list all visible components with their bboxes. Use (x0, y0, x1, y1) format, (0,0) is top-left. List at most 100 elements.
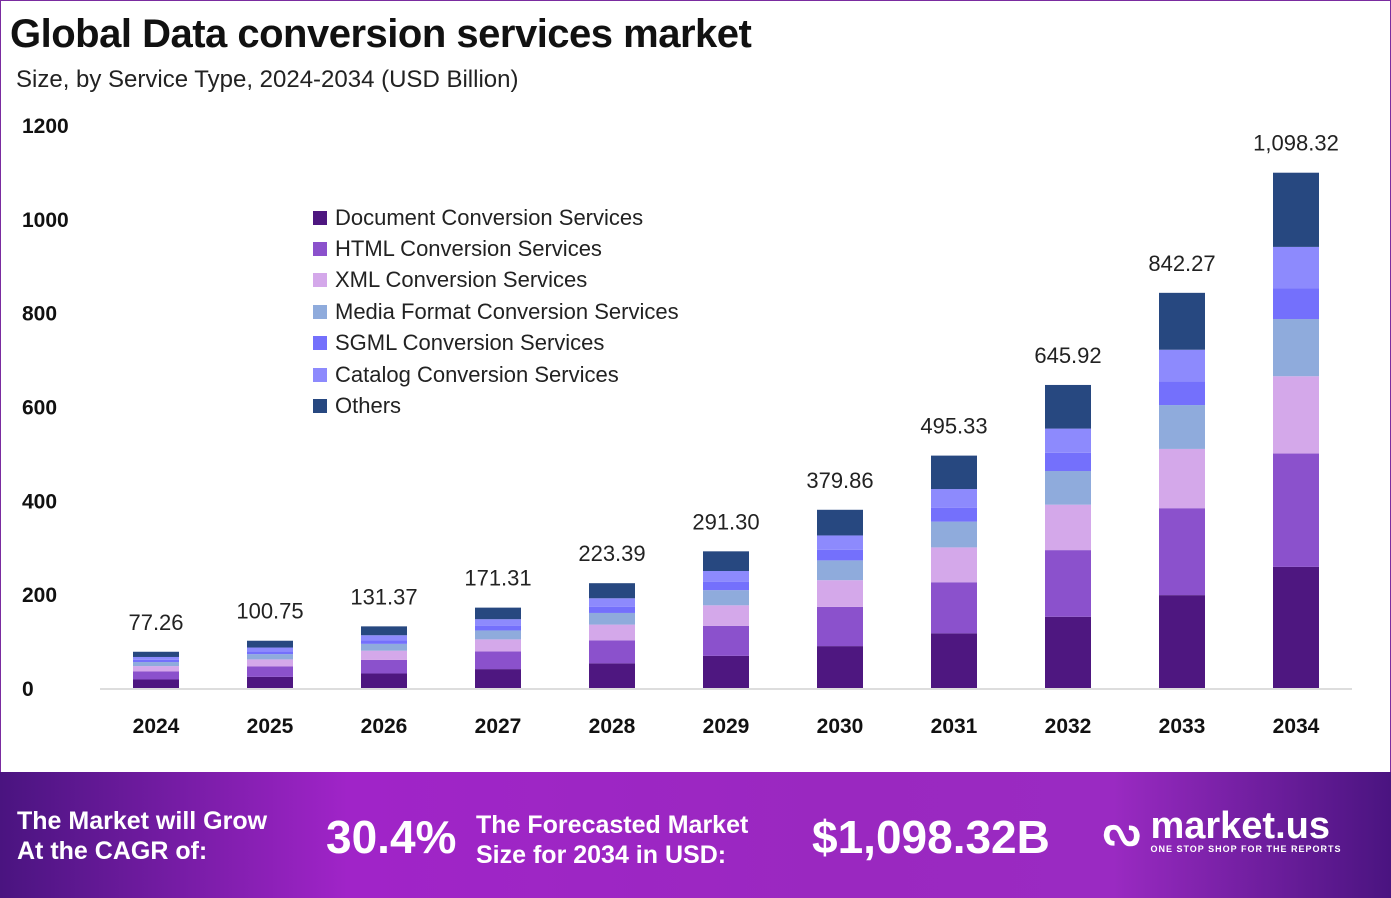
x-tick-label: 2033 (1159, 715, 1206, 738)
legend-label: XML Conversion Services (335, 267, 588, 293)
bar-segment (247, 676, 293, 688)
bar-segment (1273, 376, 1319, 454)
bar-segment (817, 549, 863, 561)
bar-segment (931, 489, 977, 508)
total-label: 100.75 (236, 599, 303, 624)
bar-segment (475, 669, 521, 688)
brand-tagline: ONE STOP SHOP FOR THE REPORTS (1150, 843, 1342, 854)
bar-segment (1045, 452, 1091, 472)
bar-segment (1045, 428, 1091, 453)
bar-segment (817, 606, 863, 647)
legend-item: Others (313, 390, 679, 421)
bar-segment (475, 639, 521, 652)
legend-label: Catalog Conversion Services (335, 361, 619, 387)
chart-title: Global Data conversion services market (10, 12, 752, 56)
bar-segment (589, 583, 635, 599)
bar-segment (133, 671, 179, 680)
chart-subtitle: Size, by Service Type, 2024-2034 (USD Bi… (16, 66, 519, 93)
logo-icon: ᔓ (1103, 807, 1141, 854)
bar-segment (1159, 349, 1205, 382)
y-tick-label: 400 (22, 490, 57, 513)
bar-segment (361, 635, 407, 641)
forecast-label: The Forecasted Market Size for 2034 in US… (476, 810, 748, 870)
bar-segment (475, 651, 521, 670)
legend-swatch (313, 304, 327, 319)
bar-segment (589, 640, 635, 664)
bar-segment (247, 651, 293, 655)
bar-segment (133, 651, 179, 657)
legend-label: SGML Conversion Services (335, 330, 605, 356)
bar-segment (1273, 566, 1319, 688)
bar-segment (247, 647, 293, 652)
bar-segment (703, 571, 749, 582)
x-tick-label: 2032 (1045, 715, 1092, 738)
footer-banner: The Market will Grow At the CAGR of: 30.4… (0, 772, 1391, 898)
bar-segment (1045, 471, 1091, 505)
bar-segment (703, 605, 749, 626)
bar-segment (361, 650, 407, 660)
forecast-label-line1: The Forecasted Market (476, 811, 749, 839)
forecast-label-line2: Size for 2034 in USD: (476, 841, 727, 869)
y-tick-label: 1200 (22, 115, 69, 138)
legend-label: Document Conversion Services (335, 204, 644, 230)
total-label: 77.26 (128, 610, 183, 635)
total-label: 379.86 (806, 468, 873, 493)
bar-segment (247, 659, 293, 667)
bar-segment (361, 640, 407, 644)
x-tick-label: 2026 (361, 715, 408, 738)
bar-segment (817, 646, 863, 688)
bar-segment (703, 625, 749, 656)
bar-segment (817, 509, 863, 536)
bar-segment (1159, 292, 1205, 350)
legend-item: Media Format Conversion Services (313, 296, 679, 327)
bar-segment (931, 455, 977, 490)
bar-segment (931, 582, 977, 634)
total-label: 223.39 (578, 541, 645, 566)
bar-segment (247, 666, 293, 677)
bar-segment (475, 630, 521, 640)
bar-segment (1273, 453, 1319, 567)
x-tick-label: 2029 (703, 715, 750, 738)
x-tick-label: 2030 (817, 715, 864, 738)
x-tick-label: 2028 (589, 715, 636, 738)
bar-segment (1159, 381, 1205, 406)
bar-segment (361, 673, 407, 688)
x-tick-label: 2031 (931, 715, 978, 738)
bar-segment (931, 507, 977, 522)
bar-segment (133, 656, 179, 660)
bar-segment (475, 607, 521, 620)
bar-segment (133, 659, 179, 663)
bar-segment (361, 659, 407, 674)
total-label: 842.27 (1148, 251, 1215, 276)
cagr-label: The Market will Grow At the CAGR of: (17, 806, 267, 866)
legend-swatch (313, 242, 327, 257)
legend-label: Media Format Conversion Services (335, 298, 679, 324)
bar-segment (475, 625, 521, 631)
y-tick-label: 800 (22, 303, 57, 326)
bar-segment (1273, 246, 1319, 289)
cagr-label-line2: At the CAGR of: (17, 837, 208, 865)
bar-segment (1045, 384, 1091, 429)
bar-segment (361, 643, 407, 651)
legend-swatch (313, 273, 327, 288)
bar-segment (703, 551, 749, 572)
x-tick-label: 2025 (247, 715, 294, 738)
bar-segment (703, 590, 749, 606)
bar-chart: 0 200 400 600 800 1000 1200 77.26 2024 100.75 2025… (22, 115, 1352, 738)
legend-item: HTML Conversion Services (313, 233, 679, 264)
bar-segment (1273, 319, 1319, 377)
bar-segment (817, 580, 863, 607)
bar-segment (1273, 172, 1319, 247)
bar-segment (475, 619, 521, 626)
bar-segment (589, 612, 635, 625)
bar-segment (817, 535, 863, 550)
bar-segment (931, 633, 977, 688)
bar-segment (589, 624, 635, 641)
bar-segment (1273, 288, 1319, 320)
bar-segment (1159, 405, 1205, 449)
bar-segment (589, 606, 635, 613)
cagr-label-line1: The Market will Grow (17, 807, 268, 835)
total-label: 291.30 (692, 509, 759, 534)
bar-segment (589, 663, 635, 688)
legend-item: SGML Conversion Services (313, 328, 679, 359)
